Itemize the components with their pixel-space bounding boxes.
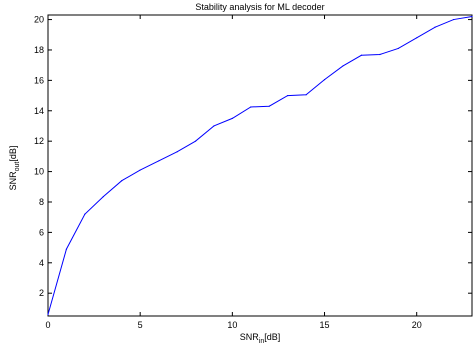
data-point — [287, 94, 289, 97]
data-point — [360, 54, 362, 56]
data-point — [84, 213, 86, 215]
data-point — [102, 196, 104, 198]
y-tick-label: 16 — [34, 75, 44, 85]
x-tick-label: 15 — [320, 320, 330, 330]
data-point — [416, 37, 418, 39]
x-axis-label-base: SNR — [240, 332, 260, 342]
y-tick-label: 2 — [39, 288, 44, 298]
data-point — [139, 169, 141, 171]
y-tick-label: 12 — [34, 136, 44, 146]
data-point — [323, 79, 326, 81]
data-point — [194, 140, 197, 142]
x-axis-label: SNRin[dB] — [240, 332, 280, 345]
x-axis: 0 5 10 15 20 — [45, 15, 422, 330]
x-axis-label-sub: in — [259, 338, 265, 345]
data-point — [158, 160, 160, 162]
x-tick-label: 0 — [45, 320, 50, 330]
axes-box — [47, 14, 473, 317]
data-point — [434, 26, 436, 28]
plot-area: 0 5 10 15 20 2 4 6 8 10 12 14 16 18 20 — [34, 14, 473, 330]
y-axis-label-sub: out — [14, 162, 21, 172]
data-point — [47, 313, 49, 316]
data-point — [268, 105, 270, 107]
y-axis: 2 4 6 8 10 12 14 16 18 20 — [34, 15, 472, 298]
data-point — [471, 15, 473, 18]
y-tick-label: 20 — [34, 15, 44, 25]
data-point — [121, 180, 123, 182]
x-tick-label: 5 — [138, 320, 143, 330]
series-line — [47, 16, 473, 315]
data-point — [213, 125, 215, 127]
data-point — [176, 151, 178, 153]
data-point — [305, 94, 307, 96]
data-point — [452, 18, 455, 21]
data-point — [65, 248, 68, 250]
x-tick-label: 10 — [227, 320, 237, 330]
series-points — [47, 15, 473, 316]
data-point — [342, 65, 344, 67]
y-axis-label-unit: [dB] — [8, 146, 18, 162]
data-point — [250, 106, 252, 108]
y-tick-label: 6 — [39, 227, 44, 237]
y-tick-label: 14 — [34, 106, 44, 116]
data-point — [397, 47, 399, 50]
data-point — [379, 53, 381, 56]
y-tick-label: 10 — [34, 167, 44, 177]
y-tick-label: 4 — [39, 258, 44, 268]
data-point — [231, 117, 233, 119]
y-axis-label: SNRout[dB] — [8, 146, 21, 191]
x-axis-label-unit: [dB] — [264, 332, 280, 342]
y-tick-label: 8 — [39, 197, 44, 207]
chart-title: Stability analysis for ML decoder — [195, 2, 324, 12]
y-tick-label: 18 — [34, 45, 44, 55]
y-axis-label-base: SNR — [8, 171, 18, 191]
x-tick-label: 20 — [412, 320, 422, 330]
